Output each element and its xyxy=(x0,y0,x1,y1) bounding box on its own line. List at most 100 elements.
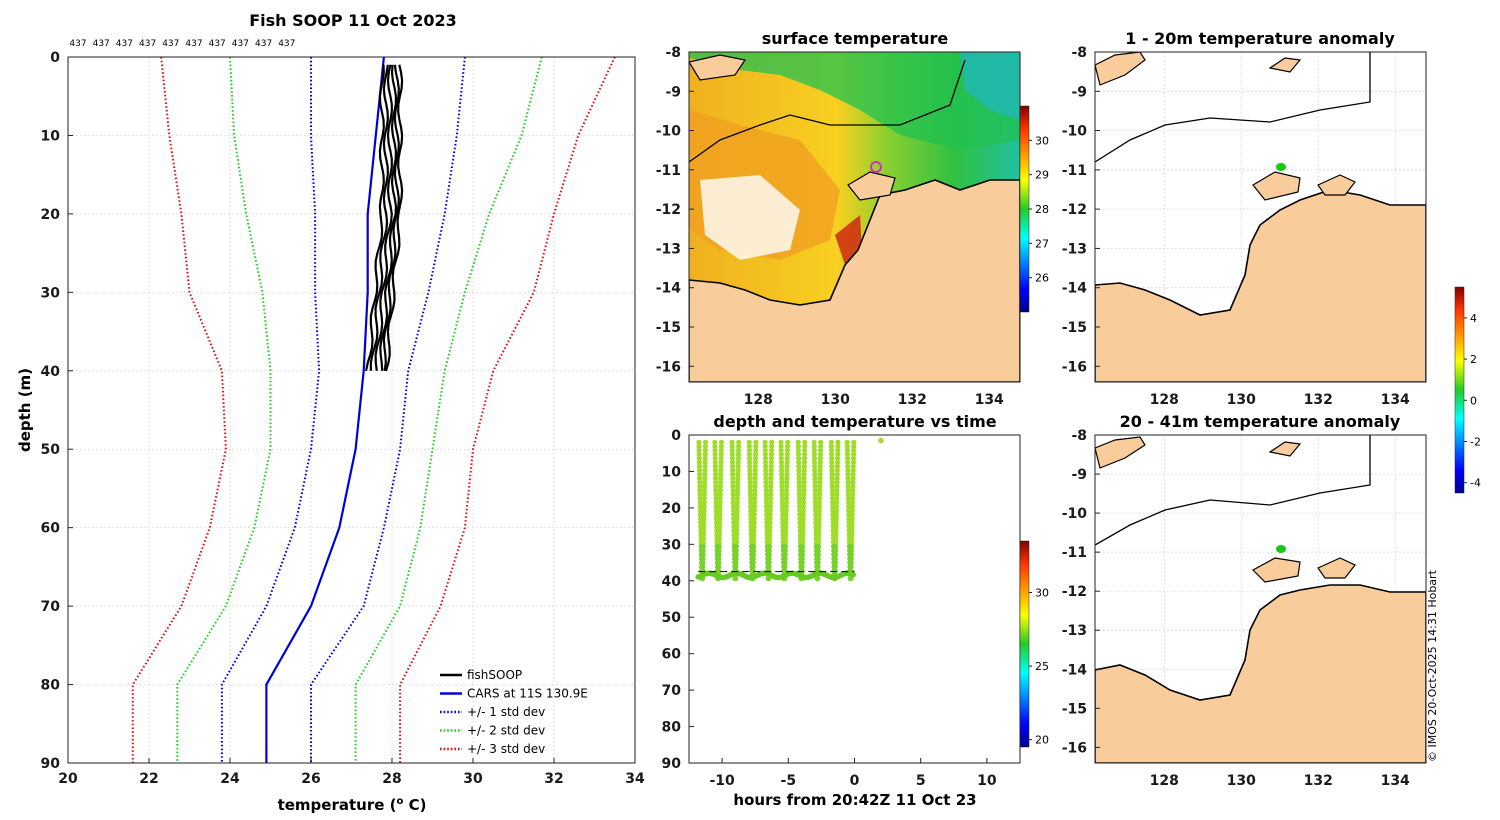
cast-count-label: 437 xyxy=(93,39,110,49)
data-point xyxy=(696,463,703,469)
data-point xyxy=(762,447,768,453)
data-point xyxy=(829,491,836,498)
lon-tick-label: 132 xyxy=(898,392,927,408)
data-point xyxy=(735,487,741,493)
colorbar-tick-label: 4 xyxy=(1470,312,1477,325)
data-point xyxy=(801,495,807,502)
profile-series-line xyxy=(176,56,272,763)
cast-count-label: 437 xyxy=(162,39,179,49)
data-point xyxy=(811,455,818,461)
data-point xyxy=(801,471,807,477)
sst-north-island xyxy=(689,54,746,81)
data-point xyxy=(735,447,742,453)
data-point xyxy=(748,507,754,514)
data-point xyxy=(828,451,835,457)
x-tick-label: 28 xyxy=(382,771,401,787)
data-point xyxy=(800,507,806,514)
data-point xyxy=(768,491,774,498)
data-point xyxy=(845,471,851,477)
data-point xyxy=(763,475,769,481)
data-point xyxy=(815,563,821,570)
data-point xyxy=(729,459,736,465)
data-point xyxy=(734,511,740,518)
data-point xyxy=(796,463,802,469)
data-point xyxy=(752,487,758,493)
data-point xyxy=(697,495,703,502)
data-point xyxy=(751,503,758,510)
data-point xyxy=(735,443,742,449)
x-tick-label: 34 xyxy=(625,771,645,787)
data-point xyxy=(763,491,769,498)
data-point xyxy=(801,483,807,489)
data-point xyxy=(797,503,803,510)
data-point xyxy=(717,495,723,502)
data-point xyxy=(834,467,840,473)
data-point xyxy=(782,539,789,546)
data-point xyxy=(796,475,802,481)
fishsoop-profile-line xyxy=(365,64,385,372)
data-point xyxy=(834,487,840,493)
profile-series-line xyxy=(131,56,227,763)
data-point xyxy=(730,483,736,489)
data-point xyxy=(812,467,818,473)
data-point xyxy=(747,483,753,489)
cast-count-label: 437 xyxy=(232,39,249,49)
data-point xyxy=(844,443,850,449)
data-point xyxy=(848,575,854,582)
data-point xyxy=(751,539,757,546)
data-point xyxy=(783,499,789,506)
data-point xyxy=(697,471,703,477)
data-point xyxy=(768,475,774,481)
data-point xyxy=(835,443,841,449)
fishsoop-profile-line xyxy=(374,64,393,371)
sst-colorbar-ticks: 30 29 28 27 26 xyxy=(1029,134,1049,285)
anomaly-deep-ticks: 128 130 132 134 -8 -9 -10 -11 -12 -13 -14 -15 -16 xyxy=(1062,428,1410,789)
colorbar-tick-label: -4 xyxy=(1470,477,1481,490)
data-point xyxy=(702,479,708,485)
legend-label: +/- 1 std dev xyxy=(467,705,545,719)
data-point xyxy=(751,535,757,542)
time-depth-colorbar-ticks: 30 25 20 xyxy=(1029,587,1049,747)
data-point xyxy=(752,455,759,461)
y-tick-label: 80 xyxy=(662,720,682,736)
data-point xyxy=(768,459,774,465)
y-tick-label: 40 xyxy=(662,574,682,590)
data-point xyxy=(702,455,708,461)
data-point xyxy=(830,499,836,506)
cast-count-label: 437 xyxy=(69,39,86,49)
data-point xyxy=(850,471,856,477)
data-point xyxy=(716,563,722,570)
lon-tick-label: 132 xyxy=(1304,773,1333,789)
data-point xyxy=(783,487,790,493)
data-point xyxy=(766,547,772,554)
profile-lines xyxy=(131,56,616,763)
data-point xyxy=(762,439,768,445)
data-point xyxy=(778,447,784,453)
data-point xyxy=(712,443,718,449)
colorbar-tick-label: 29 xyxy=(1035,169,1049,182)
data-point xyxy=(696,447,702,453)
data-point xyxy=(750,547,757,554)
data-point xyxy=(785,439,791,445)
legend-label: +/- 3 std dev xyxy=(467,742,545,756)
data-point xyxy=(717,523,723,530)
anomaly-shallow-cobourg xyxy=(1317,174,1356,196)
data-point xyxy=(783,491,790,498)
data-point xyxy=(796,459,802,465)
data-point xyxy=(816,507,822,514)
data-point xyxy=(717,511,723,518)
data-point xyxy=(697,491,703,498)
data-point xyxy=(763,487,769,493)
anomaly-shallow-land xyxy=(1095,189,1426,382)
data-point xyxy=(779,471,785,477)
data-point xyxy=(717,499,723,506)
data-point xyxy=(835,439,841,445)
data-point xyxy=(768,455,775,461)
anomaly-deep-axes-box xyxy=(1094,434,1427,764)
lat-tick-label: -14 xyxy=(656,281,682,297)
data-point xyxy=(717,519,723,526)
data-point xyxy=(701,495,707,502)
data-point xyxy=(848,547,855,554)
lat-tick-label: -13 xyxy=(1062,623,1087,639)
data-point xyxy=(750,551,757,558)
